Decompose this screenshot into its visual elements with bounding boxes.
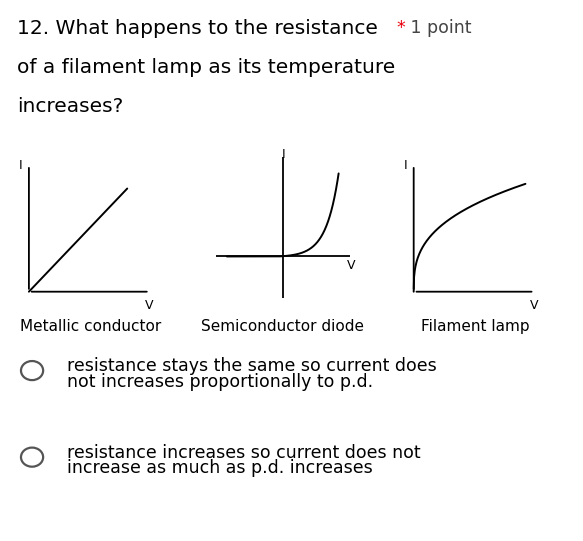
Text: V: V xyxy=(530,299,539,312)
Text: V: V xyxy=(347,260,356,273)
Text: Semiconductor diode: Semiconductor diode xyxy=(201,319,364,334)
Text: resistance stays the same so current does: resistance stays the same so current doe… xyxy=(67,357,437,375)
Text: I: I xyxy=(403,159,407,171)
Text: resistance increases so current does not: resistance increases so current does not xyxy=(67,444,421,461)
Text: *: * xyxy=(396,19,405,37)
Text: increases?: increases? xyxy=(17,97,124,116)
Text: of a filament lamp as its temperature: of a filament lamp as its temperature xyxy=(17,58,396,77)
Text: I: I xyxy=(19,159,22,171)
Text: V: V xyxy=(145,299,154,312)
Text: Filament lamp: Filament lamp xyxy=(421,319,529,334)
Text: 12. What happens to the resistance: 12. What happens to the resistance xyxy=(17,19,378,38)
Text: increase as much as p.d. increases: increase as much as p.d. increases xyxy=(67,459,373,477)
Text: I: I xyxy=(282,148,286,161)
Text: not increases proportionally to p.d.: not increases proportionally to p.d. xyxy=(67,373,373,391)
Text: Metallic conductor: Metallic conductor xyxy=(20,319,161,334)
Text: 1 point: 1 point xyxy=(405,19,472,37)
